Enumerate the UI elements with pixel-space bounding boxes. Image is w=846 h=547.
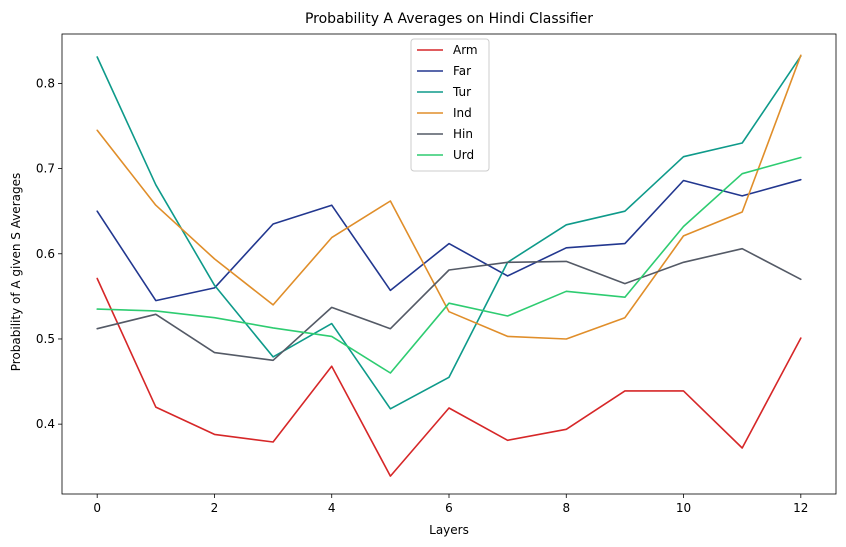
series-layer [96, 54, 802, 477]
y-tick-label: 0.4 [36, 417, 55, 431]
x-axis-label: Layers [429, 523, 469, 537]
x-tick-label: 8 [562, 501, 570, 515]
legend-label: Urd [453, 148, 474, 162]
series-line-far [96, 178, 802, 302]
x-tick-label: 6 [445, 501, 453, 515]
x-tick-label: 0 [93, 501, 101, 515]
legend: Arm Far Tur Ind Hin Urd [410, 38, 490, 172]
series-line-tur [96, 55, 802, 410]
legend-label: Arm [453, 43, 478, 57]
legend-label: Tur [452, 85, 471, 99]
x-tick-label: 4 [328, 501, 336, 515]
series-line-urd [96, 156, 802, 374]
legend-label: Far [453, 64, 471, 78]
series-line-hin [96, 247, 802, 362]
legend-box [410, 38, 490, 172]
y-axis: 0.4 0.5 0.6 0.7 0.8 [36, 76, 62, 431]
y-tick-label: 0.7 [36, 162, 55, 176]
x-axis: 0 2 4 6 8 10 12 [93, 494, 808, 515]
series-line-arm [96, 277, 802, 477]
x-tick-label: 12 [793, 501, 808, 515]
x-tick-label: 2 [211, 501, 219, 515]
y-tick-label: 0.5 [36, 332, 55, 346]
legend-label: Ind [453, 106, 472, 120]
y-tick-label: 0.8 [36, 76, 55, 90]
y-tick-label: 0.6 [36, 247, 55, 261]
legend-label: Hin [453, 127, 473, 141]
series-line-ind [96, 54, 802, 340]
chart-title: Probability A Averages on Hindi Classifi… [305, 11, 593, 27]
x-tick-label: 10 [676, 501, 691, 515]
y-axis-label: Probability of A given S Averages [9, 173, 23, 371]
